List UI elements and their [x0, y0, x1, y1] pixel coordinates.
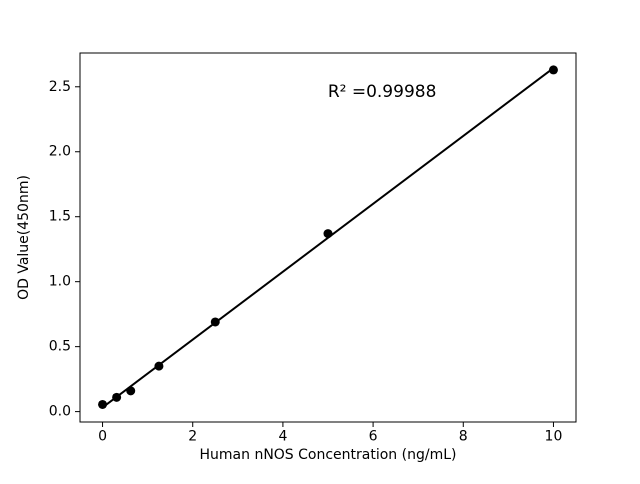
data-point [323, 229, 333, 239]
data-point [112, 392, 122, 402]
plot-border [79, 52, 577, 423]
y-tick-label: 1.5 [49, 209, 71, 225]
y-tick-label: 0.0 [49, 404, 71, 420]
x-tick-label: 8 [459, 429, 468, 445]
data-point [154, 361, 164, 371]
data-point [98, 399, 108, 409]
y-tick-label: 2.5 [49, 79, 71, 95]
y-tick-label: 2.0 [49, 144, 71, 160]
y-tick-label: 1.0 [49, 274, 71, 290]
data-point [126, 386, 136, 396]
y-tick-label: 0.5 [49, 339, 71, 355]
y-axis-title: OD Value(450nm) [16, 175, 32, 300]
x-tick-label: 4 [278, 429, 287, 445]
x-tick-label: 10 [545, 429, 563, 445]
x-axis-title: Human nNOS Concentration (ng/mL) [200, 447, 457, 463]
data-point [210, 317, 220, 327]
x-tick-label: 6 [369, 429, 378, 445]
r-squared-annotation: R² =0.99988 [328, 82, 437, 102]
x-tick-label: 0 [98, 429, 107, 445]
data-point [548, 65, 558, 75]
x-tick-label: 2 [188, 429, 197, 445]
